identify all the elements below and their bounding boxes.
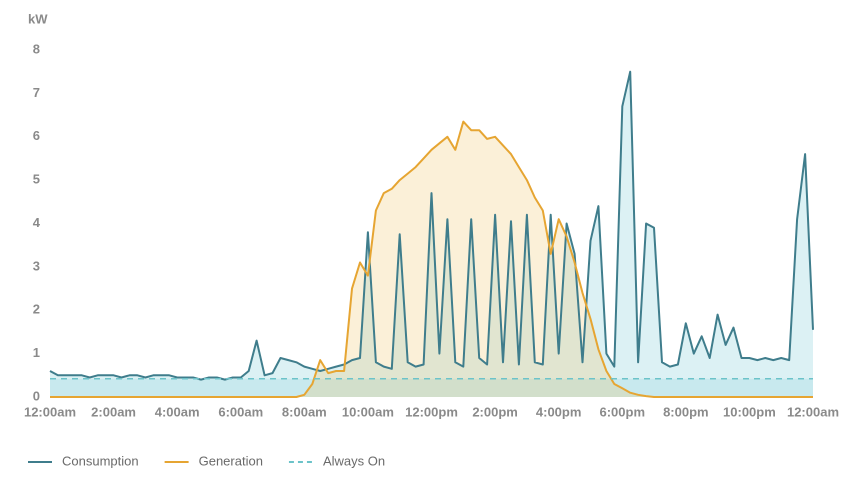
- x-tick-label: 2:00am: [91, 404, 136, 419]
- y-axis-label: kW: [28, 11, 48, 26]
- x-tick-label: 12:00pm: [405, 404, 458, 419]
- series-area: [50, 71, 813, 397]
- x-tick-label: 4:00pm: [536, 404, 582, 419]
- legend-label: Generation: [199, 453, 263, 468]
- series-line: [50, 120, 813, 398]
- y-tick-label: 0: [33, 388, 40, 403]
- y-tick-label: 6: [33, 128, 40, 143]
- x-tick-label: 12:00am: [24, 404, 76, 419]
- x-tick-label: 2:00pm: [472, 404, 518, 419]
- x-tick-label: 6:00am: [218, 404, 263, 419]
- legend-label: Always On: [323, 453, 385, 468]
- series-line: [49, 70, 814, 381]
- legend: Consumption Generation Always On: [28, 453, 385, 468]
- y-tick-label: 4: [33, 215, 41, 230]
- y-tick-label: 3: [33, 258, 40, 273]
- y-tick-label: 2: [33, 302, 40, 317]
- y-tick-label: 8: [33, 41, 40, 56]
- y-tick-label: 1: [33, 345, 40, 360]
- y-tick-label: 7: [33, 85, 40, 100]
- x-tick-label: 10:00am: [342, 404, 394, 419]
- y-tick-label: 5: [33, 172, 40, 187]
- series-area: [50, 121, 813, 397]
- x-tick-label: 4:00am: [155, 404, 200, 419]
- x-tick-label: 6:00pm: [599, 404, 645, 419]
- x-tick-label: 12:00am: [787, 404, 839, 419]
- x-tick-label: 10:00pm: [723, 404, 776, 419]
- x-tick-label: 8:00pm: [663, 404, 709, 419]
- always-on-area: [50, 378, 813, 397]
- legend-label: Consumption: [62, 453, 139, 468]
- x-tick-label: 8:00am: [282, 404, 327, 419]
